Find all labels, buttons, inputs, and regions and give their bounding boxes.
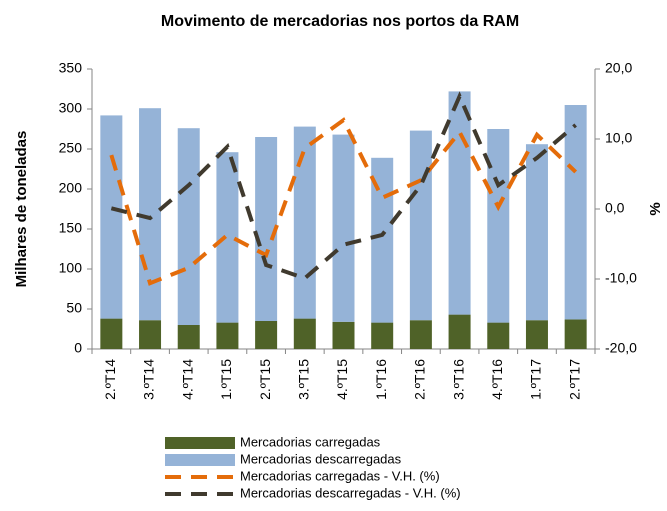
bar	[293, 126, 316, 319]
bar	[177, 128, 200, 325]
line-series	[109, 117, 578, 286]
x-tick-label: 3.ºT16	[450, 359, 466, 400]
y-tick-label: 300	[59, 100, 83, 116]
x-tick-label: 2.ºT14	[102, 359, 118, 400]
bar	[487, 322, 510, 349]
y-tick-label: 100	[59, 260, 83, 276]
x-tick-label: 3.ºT15	[296, 359, 312, 400]
legend-label: Mercadorias descarregadas	[240, 451, 402, 466]
bar	[255, 137, 278, 321]
bar	[525, 320, 548, 349]
x-tick-label: 4.ºT15	[334, 359, 350, 400]
y-tick-label: 350	[59, 60, 83, 76]
x-tick-label: 4.ºT16	[489, 359, 505, 400]
bar	[409, 130, 432, 321]
legend-label: Mercadorias carregadas - V.H. (%)	[240, 468, 440, 483]
chart-title: Movimento de mercadorias nos portos da R…	[161, 13, 519, 30]
x-tick-label: 2.ºT16	[412, 359, 428, 400]
bar	[216, 152, 239, 323]
x-tick-label: 2.ºT15	[257, 359, 273, 400]
y-tick-label: 50	[66, 300, 82, 316]
bar	[255, 321, 278, 349]
bar	[371, 157, 394, 323]
bar	[448, 91, 471, 315]
bar	[487, 129, 510, 323]
y-axis-title: Milhares de toneladas	[13, 131, 30, 288]
x-tick-label: 1.ºT16	[373, 359, 389, 400]
y2-tick-label: -10,0	[605, 270, 637, 286]
y2-tick-label: -20,0	[605, 340, 637, 356]
bar	[564, 105, 587, 320]
line-series	[110, 91, 577, 281]
legend-swatch	[165, 454, 235, 466]
y-tick-label: 0	[74, 340, 82, 356]
y-tick-label: 250	[59, 140, 83, 156]
y2-tick-label: 20,0	[605, 60, 632, 76]
x-tick-label: 4.ºT14	[179, 359, 195, 400]
y-tick-label: 200	[59, 180, 83, 196]
bar	[216, 322, 239, 349]
bar	[100, 318, 123, 349]
y-tick-label: 150	[59, 220, 83, 236]
bar	[177, 325, 200, 349]
bar	[139, 320, 162, 349]
bar	[371, 322, 394, 349]
legend-label: Mercadorias descarregadas - V.H. (%)	[240, 485, 461, 500]
bar	[332, 321, 355, 349]
bar	[448, 314, 471, 349]
x-tick-label: 2.ºT17	[566, 359, 582, 400]
y2-tick-label: 0,0	[605, 200, 625, 216]
bar	[564, 319, 587, 349]
bar	[332, 134, 355, 322]
legend-label: Mercadorias carregadas	[240, 434, 381, 449]
bar	[293, 318, 316, 349]
x-tick-label: 1.ºT15	[218, 359, 234, 400]
bar	[409, 320, 432, 349]
legend-swatch	[165, 437, 235, 449]
bar	[525, 144, 548, 321]
bar	[100, 115, 123, 319]
y2-axis-title: %	[647, 202, 664, 215]
x-tick-label: 3.ºT14	[141, 359, 157, 400]
y2-tick-label: 10,0	[605, 130, 632, 146]
x-tick-label: 1.ºT17	[528, 359, 544, 400]
